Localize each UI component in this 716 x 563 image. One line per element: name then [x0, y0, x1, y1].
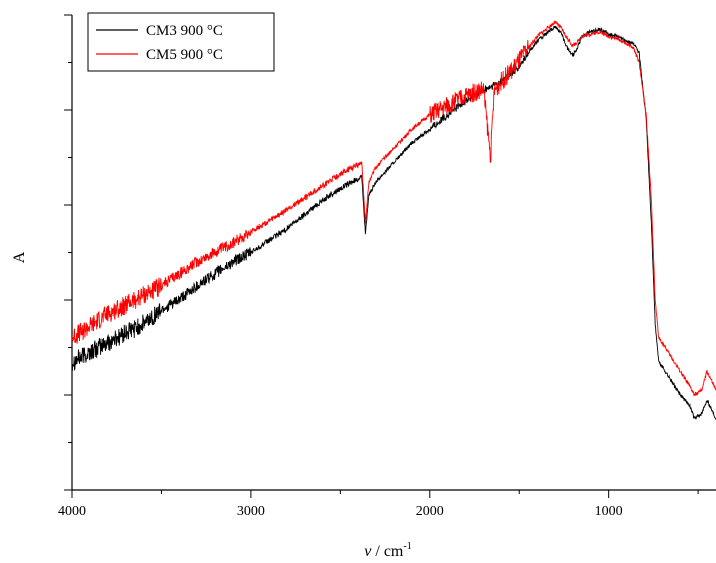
axis-labels: Aν / cm-1	[11, 251, 412, 560]
legend: CM3 900 °C CM5 900 °C	[87, 12, 275, 72]
legend-box	[87, 12, 275, 72]
x-tick-label: 3000	[237, 504, 265, 519]
x-axis-label: ν / cm-1	[364, 541, 411, 560]
series-line-2	[71, 20, 716, 397]
x-tick-label: 1000	[595, 504, 623, 519]
series-line-1	[71, 25, 716, 421]
legend-label-2: CM5 900 °C	[146, 47, 223, 63]
y-axis-label: A	[11, 251, 28, 263]
axes: 4000 3000 2000 1000	[58, 14, 716, 519]
x-tick-label: 2000	[416, 504, 444, 519]
series-layer	[71, 20, 716, 421]
legend-label-1: CM3 900 °C	[146, 23, 223, 39]
x-tick-label: 4000	[58, 504, 86, 519]
